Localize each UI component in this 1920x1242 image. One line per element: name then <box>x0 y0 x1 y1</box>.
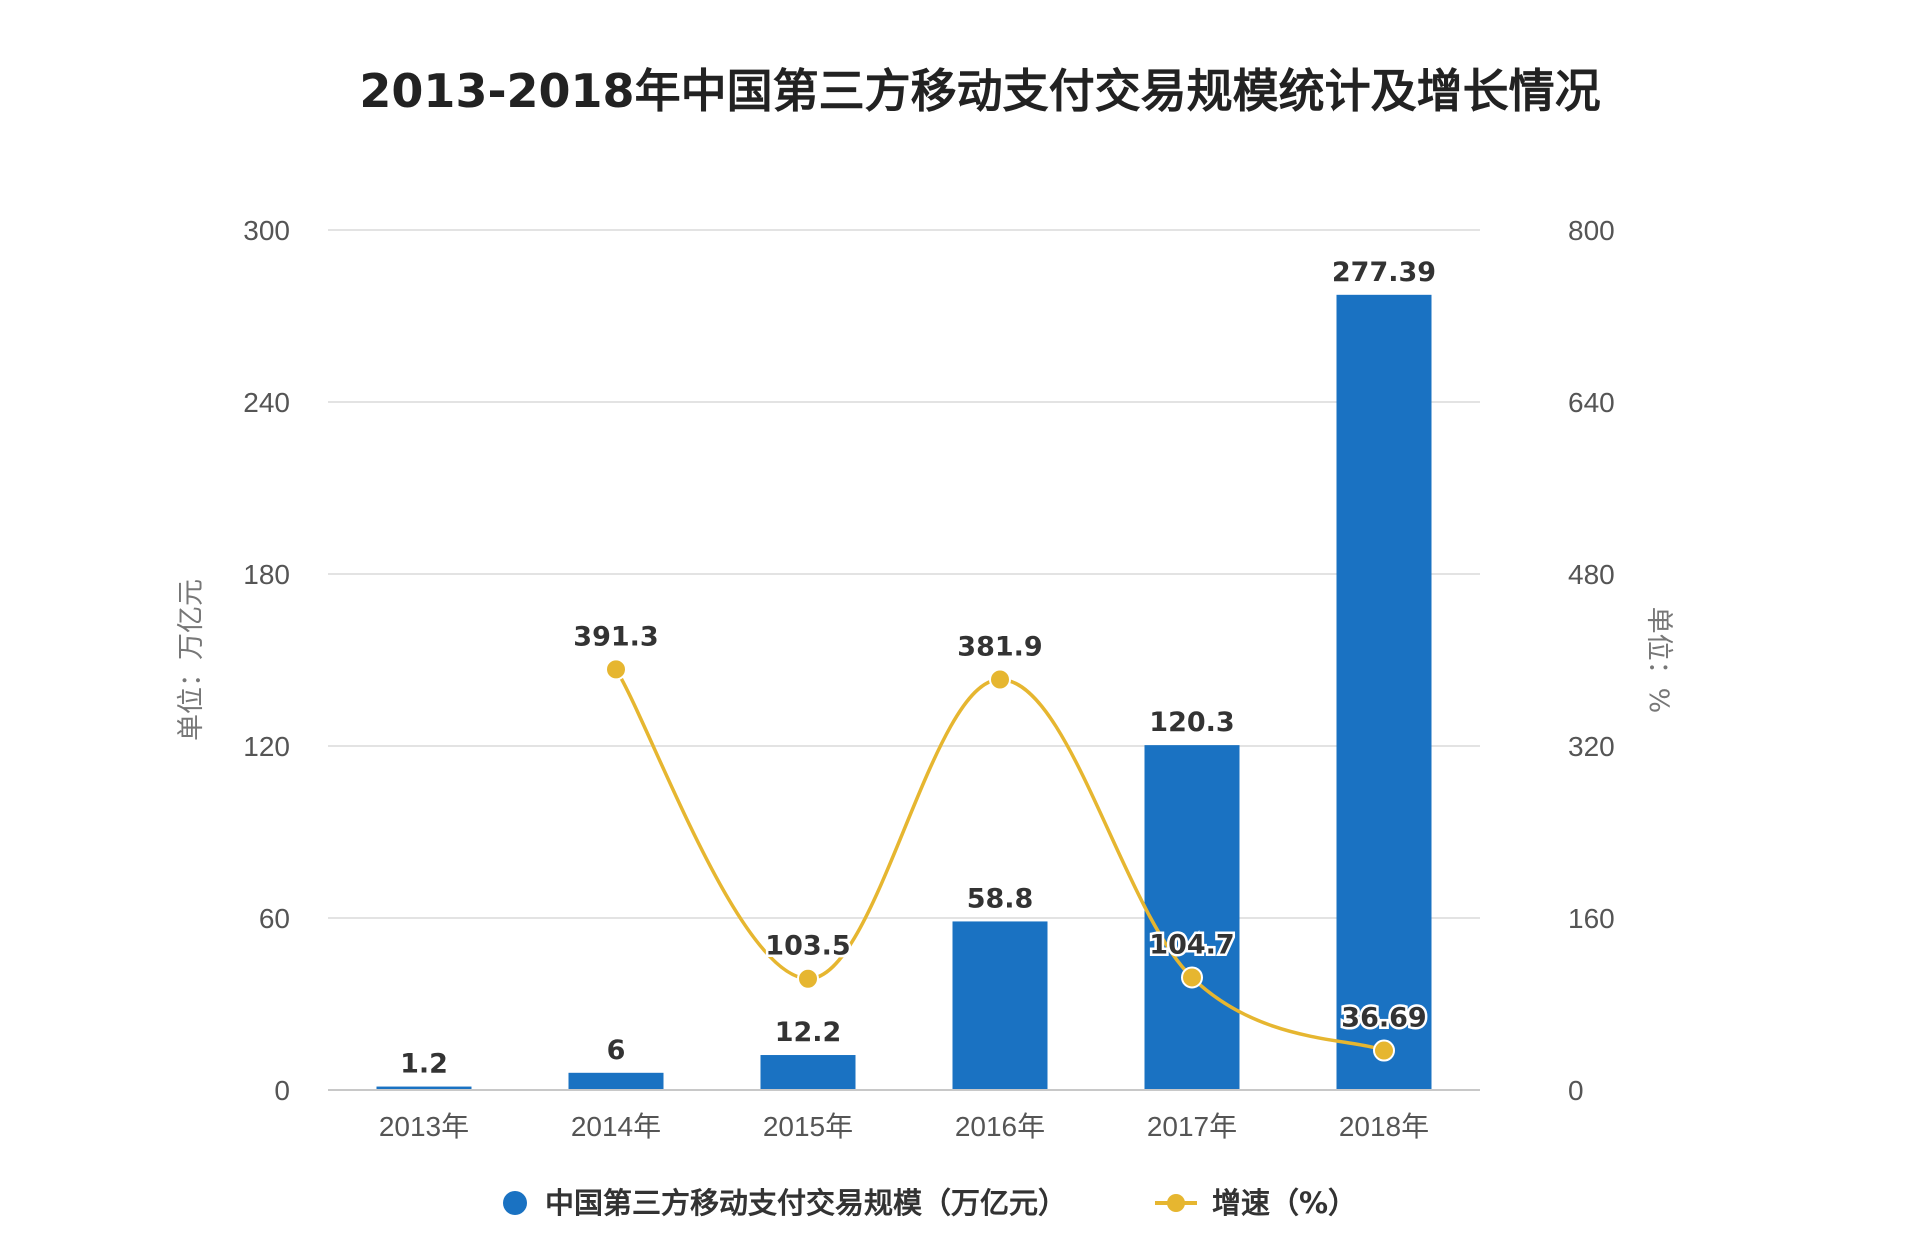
y-left-tick-label: 120 <box>243 731 290 762</box>
y-right-tick-label: 320 <box>1568 731 1615 762</box>
line-value-label: 36.69 <box>1341 1003 1426 1034</box>
legend-line-label: 增速（%） <box>1212 1186 1357 1220</box>
line-series <box>605 658 1395 1062</box>
axes: 0 0 60 160 120 320 180 480 240 640 300 800 2013年 2014… <box>176 215 1674 1142</box>
bar <box>568 1072 664 1090</box>
bar-value-label: 12.2 <box>775 1017 842 1048</box>
x-tick-label: 2016年 <box>955 1111 1045 1142</box>
bar-value-label: 277.39 <box>1332 257 1436 288</box>
gridlines <box>328 229 1480 919</box>
line-value-label: 391.3 <box>573 621 658 652</box>
y-left-tick-label: 0 <box>274 1075 290 1106</box>
data-labels: 1.2 6 12.2 58.8 120.3 277.39 391.3 103.5 381.9 10… <box>400 257 1436 1080</box>
bar <box>1336 294 1432 1091</box>
y-right-tick-label: 0 <box>1568 1075 1584 1106</box>
x-tick-label: 2015年 <box>763 1111 853 1142</box>
line-point <box>1373 1039 1395 1062</box>
bar-value-label: 6 <box>607 1035 626 1066</box>
line-value-label: 103.5 <box>765 931 850 962</box>
chart-title: 2013-2018年中国第三方移动支付交易规模统计及增长情况 <box>359 64 1600 118</box>
x-tick-label: 2018年 <box>1339 1111 1429 1142</box>
y-left-tick-label: 60 <box>259 903 290 934</box>
legend: 中国第三方移动支付交易规模（万亿元） 增速（%） <box>503 1186 1357 1220</box>
bar <box>760 1055 856 1090</box>
bar-value-label: 58.8 <box>967 883 1034 914</box>
x-tick-label: 2013年 <box>379 1111 469 1142</box>
y-right-tick-label: 160 <box>1568 903 1615 934</box>
x-tick-label: 2017年 <box>1147 1111 1237 1142</box>
bar <box>952 921 1048 1090</box>
bar <box>1144 745 1240 1090</box>
bar-value-label: 1.2 <box>400 1049 448 1080</box>
line-point <box>989 668 1011 691</box>
y-left-tick-label: 300 <box>243 215 290 246</box>
line-point <box>605 658 627 681</box>
y-right-tick-label: 640 <box>1568 387 1615 418</box>
y-left-tick-label: 240 <box>243 387 290 418</box>
line-value-label: 104.7 <box>1149 929 1234 960</box>
bar <box>376 1086 472 1090</box>
y-right-tick-label: 480 <box>1568 559 1615 590</box>
y-right-tick-label: 800 <box>1568 215 1615 246</box>
y-right-axis-title: 单位：% <box>1643 607 1674 714</box>
legend-bar-label: 中国第三方移动支付交易规模（万亿元） <box>545 1186 1067 1220</box>
line-point <box>797 967 819 990</box>
line-value-label: 381.9 <box>957 631 1042 662</box>
x-tick-label: 2014年 <box>571 1111 661 1142</box>
legend-bar-marker <box>503 1191 527 1215</box>
y-left-tick-label: 180 <box>243 559 290 590</box>
legend-line-dot <box>1167 1194 1185 1212</box>
growth-rate-line <box>614 668 1385 1053</box>
bar-value-label: 120.3 <box>1149 707 1234 738</box>
y-left-axis-title: 单位：万亿元 <box>176 579 207 741</box>
line-point <box>1181 966 1203 989</box>
bar-series <box>376 294 1432 1091</box>
